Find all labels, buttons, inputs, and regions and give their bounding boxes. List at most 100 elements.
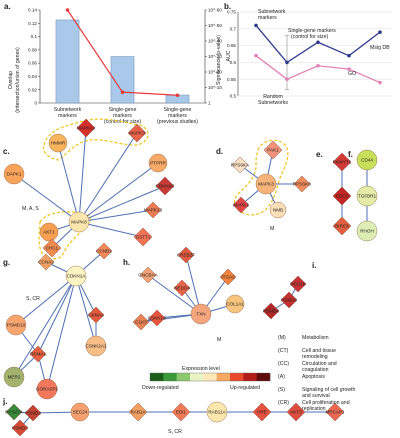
tag-h: M xyxy=(217,337,221,343)
panel-letter-f: f. xyxy=(348,150,353,159)
node-label: CDKN1A xyxy=(67,274,87,279)
node-h-clk3: CLK3 xyxy=(132,313,150,331)
b-annot-random-2: Subnetworks xyxy=(258,100,288,106)
node-i-psma2: PSMA2 xyxy=(280,291,298,309)
node-diamond xyxy=(144,201,162,219)
a-bar xyxy=(110,56,135,104)
a-bar xyxy=(55,19,80,104)
key-text: coagulation xyxy=(302,367,329,373)
node-label: CD44 xyxy=(361,158,373,163)
node-j-rab1a: RAB1A xyxy=(128,402,148,422)
legend-frame xyxy=(149,372,271,382)
legend-swatch xyxy=(256,373,271,381)
legend-swatch xyxy=(176,373,191,381)
panel-b: b. AUC 0.50.550.60.650.70.75 Subnetwork … xyxy=(224,2,392,106)
a-xtick-label: markers xyxy=(58,113,77,119)
a-xtick-label: Single-gene xyxy=(164,107,192,113)
b-annot-single-2: (control for size) xyxy=(291,34,328,40)
node-diamond xyxy=(24,404,42,422)
panel-letter-e: e. xyxy=(316,150,323,159)
node-c-mapk12: MAPK12 xyxy=(76,118,96,138)
network-edge xyxy=(147,274,202,315)
tag-d: M xyxy=(270,226,274,232)
node-j-psmd2: PSMD2 xyxy=(24,404,42,422)
a-xtick-label: markers xyxy=(113,113,132,119)
key-text: Metabolism xyxy=(302,335,329,341)
network-edge xyxy=(78,221,144,238)
a-ytick-label: 0.1 xyxy=(31,34,38,39)
a-y2tick-label: 10^-50 xyxy=(208,23,222,28)
node-g-rsma1: RSMA1 xyxy=(29,345,46,363)
node-circle xyxy=(206,401,228,423)
b-ytick-label: 0.5 xyxy=(230,94,237,99)
node-label: CDC2 xyxy=(336,194,349,199)
c-highlight-bottom xyxy=(38,211,91,260)
node-i-psmd4: PSMD4 xyxy=(262,302,280,320)
key-text: remodeling xyxy=(302,354,328,360)
key-code: (CC) xyxy=(278,361,289,367)
node-circle xyxy=(3,163,25,185)
panel-letter-b: b. xyxy=(224,2,231,11)
panel-a: a. Overlap (intersection/union of genes)… xyxy=(4,2,222,125)
panel-letter-d: d. xyxy=(216,147,223,156)
node-d-pak1: PAK1 xyxy=(263,140,283,160)
legend-swatch xyxy=(243,373,257,381)
legend-swatch xyxy=(216,373,231,381)
node-j-mpcap1: MPCAP1 xyxy=(325,402,345,422)
node-i-rgs1b: RGS1B xyxy=(289,275,307,293)
a-y2tick-label: 10^-40 xyxy=(208,39,222,44)
node-diamond xyxy=(5,403,23,421)
a-y2tick-label: 10^-60 xyxy=(208,8,222,13)
node-d-mapk1: MAPK1 xyxy=(232,196,250,214)
node-circle xyxy=(36,378,58,400)
key-text: Circulation and xyxy=(302,361,337,367)
node-circle xyxy=(148,153,168,173)
a-pvalue-line xyxy=(65,8,180,98)
node-circle xyxy=(255,173,277,195)
node-d-rps6kb: RPS6KB xyxy=(293,175,311,193)
node-label: MER2 xyxy=(8,375,21,380)
network-edge xyxy=(13,173,80,223)
node-diamond xyxy=(332,216,352,236)
a-ytick-label: 0.08 xyxy=(28,47,37,52)
node-diamond xyxy=(232,196,250,214)
legend-swatch xyxy=(190,373,204,381)
a-line-point xyxy=(65,8,70,12)
node-diamond xyxy=(128,402,148,422)
b-series-point xyxy=(378,80,382,85)
node-diamond xyxy=(87,306,105,324)
node-label: PSMA2 xyxy=(281,298,297,303)
node-label: CCNA2 xyxy=(38,260,54,265)
legend-swatch xyxy=(163,373,177,381)
b-axes: 0.5 0.55 0.6 0.65 0.7 0.75 xyxy=(227,10,392,99)
node-label: AKT1 xyxy=(43,230,55,235)
node-diamond xyxy=(332,186,352,206)
node-diamond xyxy=(76,118,96,138)
node-h-col1a1: COL1A1 xyxy=(225,294,244,314)
node-label: RPS27A xyxy=(5,410,24,415)
node-h-gncbaa: GNCBAA xyxy=(138,266,159,284)
b-series-point xyxy=(254,53,258,58)
node-circle xyxy=(39,222,59,242)
node-c-gstt1: GSTT1 xyxy=(133,227,153,247)
node-diamond xyxy=(262,302,280,320)
node-circle xyxy=(3,366,25,388)
node-diamond xyxy=(148,309,166,327)
node-g-ckna2: CKNA2 xyxy=(87,306,105,324)
legend-swatch xyxy=(203,373,217,381)
node-label: CHC1 xyxy=(46,246,59,251)
c-highlight-top xyxy=(42,118,149,161)
node-diamond xyxy=(325,402,345,422)
a-ylabel-line1: Overlap xyxy=(8,71,14,89)
tag-g: S, CR xyxy=(26,296,40,302)
node-j-rab11a: RAB11A xyxy=(206,401,228,423)
node-diamond xyxy=(155,176,175,196)
key-text: replication xyxy=(302,406,326,412)
node-label: AKT3 xyxy=(290,410,302,415)
b-series-point xyxy=(347,67,351,71)
node-label: MAPK3 xyxy=(258,182,274,187)
b-legend-msigdb: Msig DB xyxy=(370,45,390,51)
node-diamond xyxy=(332,152,352,172)
legend-colorbar xyxy=(149,372,271,382)
